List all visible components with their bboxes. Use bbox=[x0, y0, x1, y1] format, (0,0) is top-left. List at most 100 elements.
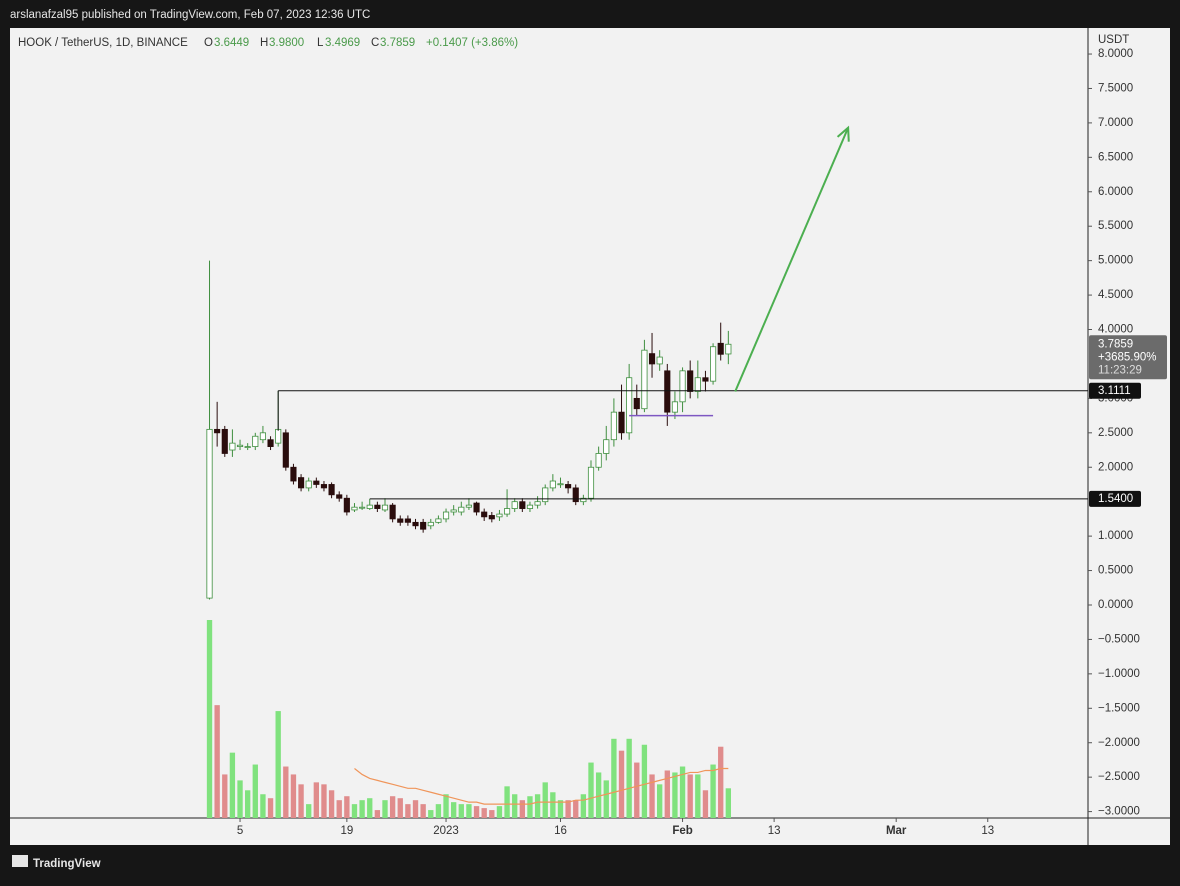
y-tick-label: 8.0000 bbox=[1098, 48, 1133, 60]
volume-bar bbox=[435, 804, 442, 818]
volume-bar bbox=[359, 800, 365, 818]
volume-bar bbox=[695, 774, 701, 818]
y-tick-label: 5.5000 bbox=[1098, 220, 1133, 232]
volume-bar bbox=[321, 784, 327, 818]
candle-body bbox=[641, 349, 648, 410]
candle-body bbox=[420, 521, 427, 530]
l-value: 3.4969 bbox=[325, 37, 360, 49]
candle-body bbox=[534, 501, 541, 506]
candle-body bbox=[717, 342, 724, 355]
x-tick-label: 5 bbox=[237, 825, 243, 837]
change: +0.1407 (+3.86%) bbox=[426, 37, 518, 49]
candle-body bbox=[618, 411, 625, 434]
candle-body bbox=[488, 515, 495, 520]
level-box bbox=[1089, 490, 1141, 507]
candle-body bbox=[542, 487, 549, 503]
volume-bar bbox=[512, 794, 518, 818]
volume-bar bbox=[595, 772, 602, 818]
x-tick-label: 16 bbox=[554, 825, 567, 837]
candle-body bbox=[603, 439, 610, 454]
y-tick-label: 6.0000 bbox=[1098, 186, 1133, 198]
volume-bar bbox=[649, 774, 655, 818]
symbol: HOOK / TetherUS, 1D, BINANCE bbox=[18, 37, 188, 49]
volume-bar bbox=[557, 800, 564, 818]
y-tick-label: 0.0000 bbox=[1098, 599, 1133, 611]
y-tick-label: 4.0000 bbox=[1098, 324, 1133, 336]
candle-body bbox=[290, 466, 297, 482]
volume-bar bbox=[420, 804, 426, 818]
volume-bar bbox=[603, 780, 609, 818]
y-tick-label: 7.5000 bbox=[1098, 82, 1133, 94]
candle-body bbox=[526, 504, 534, 509]
volume-bar bbox=[725, 788, 732, 818]
c-label: C bbox=[371, 37, 379, 49]
volume-bar bbox=[405, 804, 411, 818]
candle-body bbox=[633, 397, 640, 410]
y-tick-label: 5.0000 bbox=[1098, 255, 1133, 267]
y-tick-label: 2.0000 bbox=[1098, 461, 1133, 473]
y-tick-label: −3.0000 bbox=[1098, 806, 1140, 818]
volume-bar bbox=[252, 764, 258, 818]
candle-body bbox=[694, 377, 701, 392]
volume-bar bbox=[618, 750, 625, 818]
candle-body bbox=[206, 428, 213, 599]
candle-body bbox=[229, 442, 236, 451]
arrow-head bbox=[836, 125, 850, 142]
volume-bar bbox=[687, 774, 693, 818]
candle-body bbox=[259, 432, 266, 441]
volume-bar bbox=[229, 752, 236, 818]
candle-body bbox=[412, 521, 419, 527]
last-price-box bbox=[1089, 335, 1167, 380]
candle-body bbox=[557, 483, 564, 486]
candle-body bbox=[214, 428, 221, 434]
unit: USDT bbox=[1098, 34, 1129, 46]
candle-body bbox=[450, 509, 457, 513]
y-tick-label: 2.5000 bbox=[1098, 427, 1133, 439]
candle-body bbox=[504, 508, 511, 515]
volume-bar bbox=[656, 784, 663, 818]
o-label: O bbox=[204, 37, 213, 49]
candle-body bbox=[236, 444, 244, 447]
x-tick-label: Feb bbox=[672, 825, 692, 837]
volume-bar bbox=[634, 762, 640, 818]
candle-body bbox=[351, 506, 358, 511]
y-tick-label: 4.5000 bbox=[1098, 289, 1133, 301]
volume-bar bbox=[496, 806, 503, 818]
candle-body bbox=[282, 432, 289, 468]
x-tick-label: 13 bbox=[768, 825, 781, 837]
volume-bar bbox=[664, 770, 670, 818]
candle-body bbox=[610, 411, 617, 441]
volume-bar bbox=[267, 798, 274, 818]
candle-body bbox=[679, 370, 686, 403]
volume-bar bbox=[458, 804, 464, 818]
candle-body bbox=[244, 446, 251, 448]
brand: TradingView bbox=[33, 858, 101, 870]
volume-bar bbox=[298, 784, 304, 818]
candle-body bbox=[626, 377, 633, 434]
candle-body bbox=[648, 353, 656, 365]
y-tick-label: 0.5000 bbox=[1098, 565, 1133, 577]
candle-body bbox=[465, 504, 472, 508]
candle-body bbox=[572, 487, 579, 503]
volume-bar bbox=[679, 766, 686, 818]
volume-bar bbox=[412, 800, 419, 818]
volume-bar bbox=[573, 800, 579, 818]
candle-body bbox=[710, 346, 717, 382]
volume-bar bbox=[260, 794, 266, 818]
candle-body bbox=[221, 428, 228, 454]
candle-body bbox=[328, 484, 335, 496]
volume-bar bbox=[588, 762, 594, 818]
candle-body bbox=[473, 502, 480, 513]
volume-bar bbox=[550, 792, 556, 818]
h-value: 3.9800 bbox=[269, 37, 304, 49]
volume-bar bbox=[382, 800, 388, 818]
volume-bar bbox=[466, 804, 472, 818]
volume-bar bbox=[397, 798, 403, 818]
candle-body bbox=[587, 466, 595, 499]
x-tick-label: 19 bbox=[340, 825, 353, 837]
volume-bar bbox=[374, 810, 381, 818]
candle-body bbox=[305, 480, 312, 489]
candle-body bbox=[595, 453, 602, 468]
published-note: arslanafzal95 published on TradingView.c… bbox=[10, 9, 370, 21]
y-tick-label: 7.0000 bbox=[1098, 117, 1133, 129]
